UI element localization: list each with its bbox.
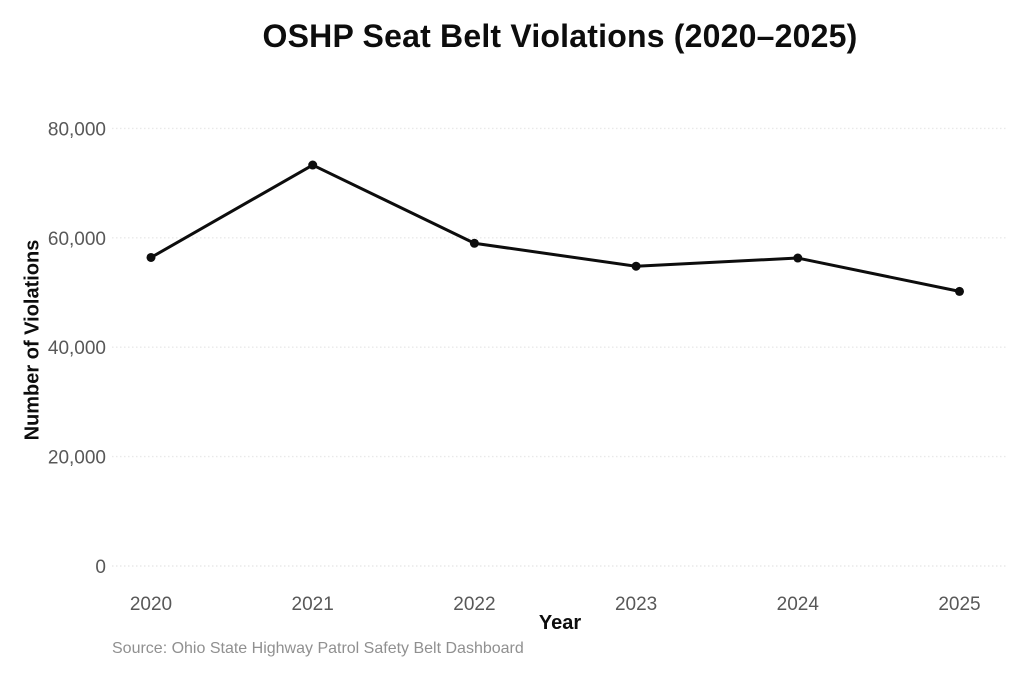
y-tick-label: 0 (95, 557, 106, 578)
x-tick-label: 2023 (615, 594, 657, 615)
data-point (308, 160, 318, 170)
data-point (793, 253, 803, 263)
y-tick-label: 60,000 (48, 229, 106, 250)
trend-line (149, 163, 961, 293)
data-point (469, 238, 479, 248)
x-tick-label: 2025 (938, 594, 980, 615)
x-axis-label: Year (538, 612, 582, 634)
x-tick-label: 2024 (777, 594, 820, 615)
chart-title: OSHP Seat Belt Violations (2020–2025) (262, 18, 858, 54)
y-tick-label: 80,000 (48, 119, 106, 140)
x-tick-label: 2021 (292, 594, 334, 615)
data-point (955, 286, 964, 296)
source-note: Source: Ohio State Highway Patrol Safety… (112, 640, 524, 657)
x-tick-label: 2022 (453, 594, 495, 615)
y-tick-label: 20,000 (48, 448, 106, 469)
data-point (146, 252, 156, 262)
data-point (631, 261, 641, 271)
x-tick-label: 2020 (130, 594, 172, 615)
y-tick-label: 40,000 (48, 338, 106, 359)
